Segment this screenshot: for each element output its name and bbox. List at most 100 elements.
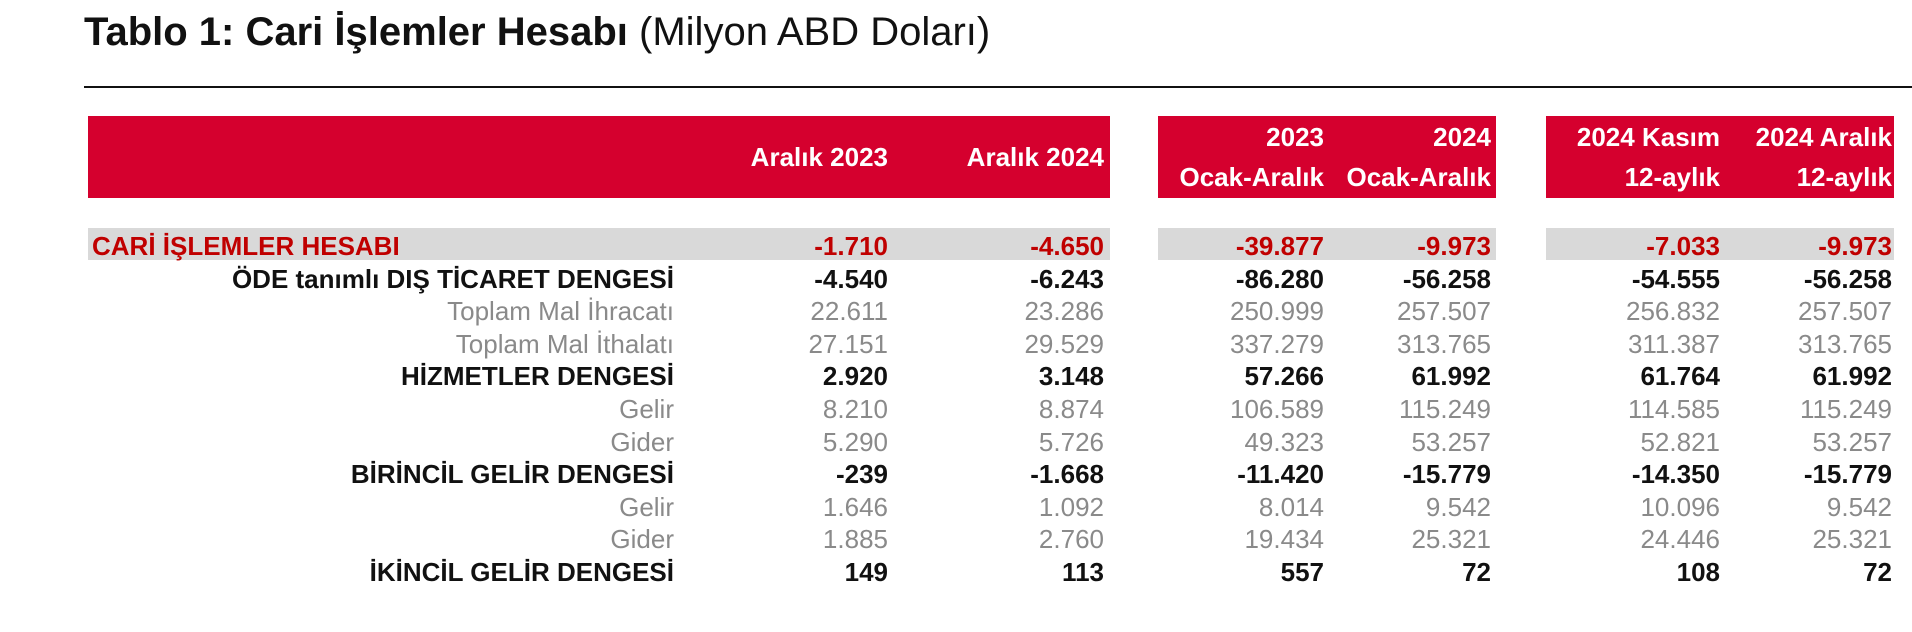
table-row: BİRİNCİL GELİR DENGESİ -239 -1.668 -11.420 -… <box>0 458 1912 490</box>
cell-value: 106.589 <box>1230 394 1324 424</box>
cell-value: 72 <box>1863 557 1892 587</box>
cell-value: -1.710 <box>814 231 888 261</box>
cell-value: 8.014 <box>1258 491 1324 522</box>
cell-value: 256.832 <box>1626 296 1720 327</box>
cutoff-paragraph <box>84 612 1904 632</box>
cell-value: -39.877 <box>1235 231 1324 261</box>
cell-value: 257.507 <box>1798 296 1892 327</box>
row-label: Gider <box>610 524 674 555</box>
row-label: Toplam Mal İthalatı <box>455 328 674 359</box>
cell-value: -6.243 <box>1030 263 1104 294</box>
cell-value: -54.555 <box>1631 263 1720 294</box>
row-label: CARİ İŞLEMLER HESABI <box>92 231 400 261</box>
cell-value: 9.542 <box>1826 491 1892 522</box>
cell-value: -9.973 <box>1417 231 1491 261</box>
table-row: İKİNCİL GELİR DENGESİ 149 113 557 72 108 72 <box>0 556 1912 588</box>
cell-value: -239 <box>835 459 888 490</box>
row-label: Gelir <box>619 394 674 424</box>
cell-value: 337.279 <box>1230 328 1324 359</box>
table-row: ÖDE tanımlı DIŞ TİCARET DENGESİ -4.540 -6.… <box>0 263 1912 295</box>
header-c3-line1: 2024 <box>1433 122 1491 152</box>
cell-value: -4.540 <box>814 263 888 294</box>
row-label: Toplam Mal İhracatı <box>447 296 674 327</box>
title-divider <box>84 86 1912 88</box>
row-label: ÖDE tanımlı DIŞ TİCARET DENGESİ <box>231 263 674 294</box>
header-c2-line2: Ocak-Aralık <box>1179 162 1324 192</box>
table-row: HİZMETLER DENGESİ 2.920 3.148 57.266 61.992 6… <box>0 360 1912 392</box>
cell-value: 2.760 <box>1038 524 1104 555</box>
header-c1-line2: Aralık 2024 <box>966 142 1104 172</box>
table-row: Gelir 8.210 8.874 106.589 115.249 114.585 115.… <box>0 393 1912 425</box>
cell-value: -7.033 <box>1646 231 1720 261</box>
cell-value: -14.350 <box>1631 459 1720 490</box>
row-label: Gider <box>610 426 674 457</box>
cell-value: -56.258 <box>1803 263 1892 294</box>
cell-value: 61.764 <box>1640 361 1720 392</box>
cell-value: 61.992 <box>1411 361 1491 392</box>
cell-value: 257.507 <box>1397 296 1491 327</box>
cell-value: 57.266 <box>1244 361 1324 392</box>
cell-value: 115.249 <box>1799 394 1892 424</box>
cell-value: 313.765 <box>1798 328 1892 359</box>
table-title: Tablo 1: Cari İşlemler Hesabı (Milyon AB… <box>84 10 990 55</box>
header-c5-line1: 2024 Aralık <box>1755 122 1892 152</box>
cell-value: 61.992 <box>1812 361 1892 392</box>
cell-value: 22.611 <box>810 296 888 327</box>
header-c4-line1: 2024 Kasım <box>1576 122 1720 152</box>
cell-value: -4.650 <box>1030 231 1104 261</box>
table-row: Toplam Mal İthalatı 27.151 29.529 337.279 31… <box>0 328 1912 360</box>
header-c3-line2: Ocak-Aralık <box>1346 162 1491 192</box>
cell-value: 108 <box>1676 557 1720 587</box>
cell-value: 53.257 <box>1812 426 1892 457</box>
cell-value: 1.885 <box>822 524 888 555</box>
cell-value: 10.096 <box>1640 491 1720 522</box>
table-row: Gelir 1.646 1.092 8.014 9.542 10.096 9.542 <box>0 491 1912 523</box>
table-row: Gider 1.885 2.760 19.434 25.321 24.446 25.321 <box>0 523 1912 555</box>
cell-value: 114.585 <box>1627 394 1720 424</box>
cell-value: 113 <box>1062 557 1104 587</box>
cell-value: -1.668 <box>1030 459 1104 490</box>
table-row: Toplam Mal İhracatı 22.611 23.286 250.999 25… <box>0 295 1912 327</box>
header-band-monthly <box>88 116 1110 198</box>
cell-value: -56.258 <box>1402 263 1491 294</box>
header-band-rolling <box>1546 116 1894 198</box>
header-c4-line2: 12-aylık <box>1624 162 1720 192</box>
title-unit: (Milyon ABD Doları) <box>639 10 991 54</box>
cell-value: 24.446 <box>1640 524 1720 555</box>
cell-value: -15.779 <box>1402 459 1491 490</box>
cell-value: -11.420 <box>1237 459 1324 490</box>
cell-value: 53.257 <box>1411 426 1491 457</box>
cell-value: 3.148 <box>1038 361 1104 392</box>
cell-value: 2.920 <box>822 361 888 392</box>
cell-value: 23.286 <box>1024 296 1104 327</box>
cell-value: 5.290 <box>822 426 888 457</box>
cell-value: 250.999 <box>1230 296 1324 327</box>
cell-value: 5.726 <box>1038 426 1104 457</box>
cell-value: 149 <box>844 557 888 587</box>
header-c5-line2: 12-aylık <box>1796 162 1892 192</box>
highlight-band-annual <box>1158 228 1496 260</box>
cell-value: 8.210 <box>822 394 888 424</box>
cell-value: 313.765 <box>1397 328 1491 359</box>
row-label: Gelir <box>619 491 674 522</box>
title-main: Tablo 1: Cari İşlemler Hesabı <box>84 10 628 54</box>
highlight-band-monthly <box>88 228 1110 260</box>
cell-value: -86.280 <box>1235 263 1324 294</box>
header-band-annual <box>1158 116 1496 198</box>
cell-value: 29.529 <box>1024 328 1104 359</box>
row-label: İKİNCİL GELİR DENGESİ <box>369 557 674 587</box>
cell-value: 1.646 <box>822 491 888 522</box>
table-row: CARİ İŞLEMLER HESABI -1.710 -4.650 -39.877 -… <box>0 230 1912 262</box>
cell-value: 311.387 <box>1627 328 1720 359</box>
row-label: BİRİNCİL GELİR DENGESİ <box>350 459 674 490</box>
header-c0-line2: Aralık 2023 <box>750 142 888 172</box>
row-label: HİZMETLER DENGESİ <box>400 361 674 392</box>
cell-value: -15.779 <box>1803 459 1892 490</box>
cell-value: 1.092 <box>1038 491 1104 522</box>
cell-value: 9.542 <box>1425 491 1491 522</box>
cell-value: 19.434 <box>1244 524 1324 555</box>
cell-value: 8.874 <box>1038 394 1104 424</box>
cell-value: 557 <box>1280 557 1324 587</box>
cell-value: 72 <box>1462 557 1491 587</box>
cell-value: 52.821 <box>1640 426 1720 457</box>
